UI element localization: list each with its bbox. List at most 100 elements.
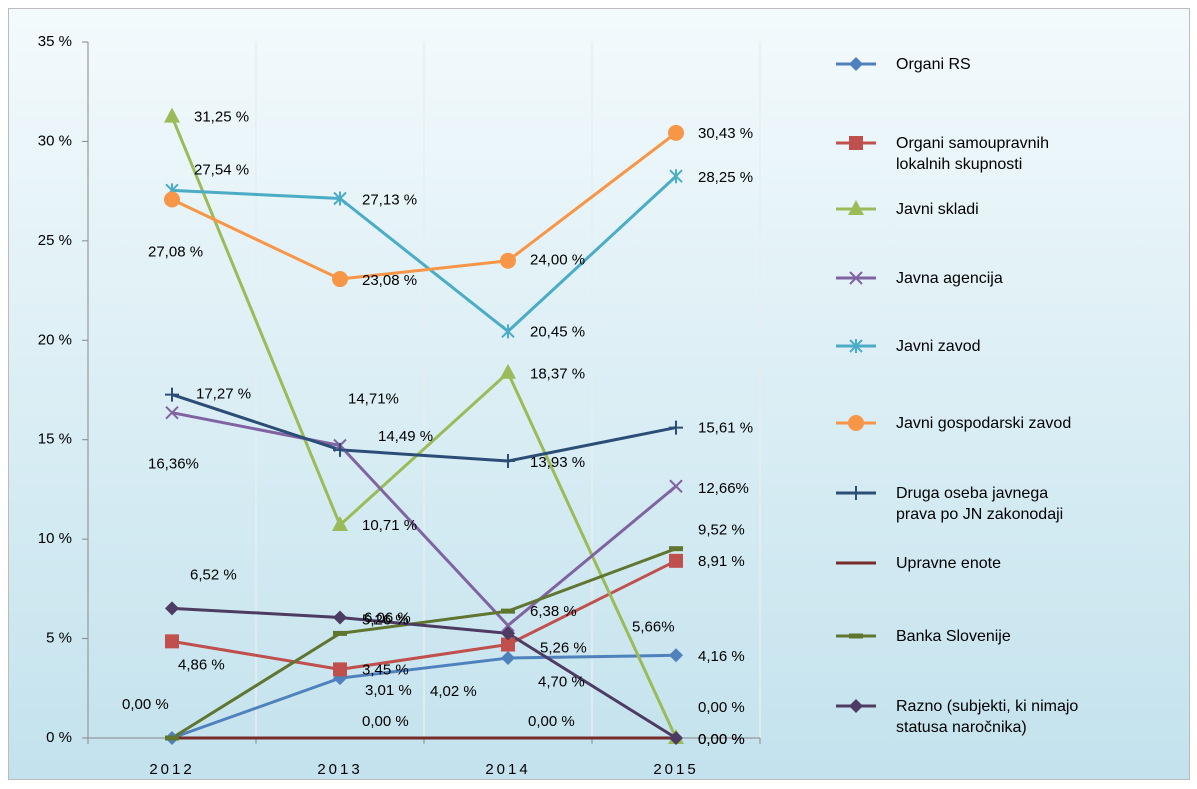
data-label: 5,66% — [632, 618, 675, 635]
legend-label: Druga oseba javnega prava po JN zakonoda… — [896, 485, 1064, 523]
data-label: 27,54 % — [194, 161, 249, 178]
legend-marker — [849, 136, 863, 150]
y-tick-label: 20 % — [38, 331, 72, 348]
data-point — [333, 662, 347, 677]
legend-label: Organi samoupravnih lokalnih skupnosti — [896, 135, 1049, 173]
data-label: 20,45 % — [530, 323, 585, 340]
data-point — [669, 420, 683, 435]
data-label: 0,00 % — [528, 713, 575, 730]
y-tick-label: 15 % — [38, 431, 72, 448]
data-point — [669, 731, 683, 745]
data-label: 17,27 % — [196, 386, 251, 403]
chart-background — [8, 8, 1190, 780]
data-point — [669, 553, 683, 568]
data-label: 4,86 % — [178, 656, 225, 673]
data-point — [501, 651, 515, 666]
data-point — [165, 405, 179, 420]
data-point — [669, 479, 683, 493]
legend-marker — [849, 486, 863, 500]
data-label: 28,25 % — [698, 169, 753, 186]
data-point — [501, 626, 515, 641]
x-tick-label: 2012 — [149, 761, 194, 778]
data-label: 5,26 % — [362, 611, 409, 628]
data-point — [333, 191, 347, 206]
data-label: 4,02 % — [430, 683, 477, 700]
series-line — [171, 606, 677, 740]
x-tick-label: 2013 — [317, 761, 362, 778]
data-label: 30,43 % — [698, 125, 753, 142]
legend-marker — [849, 339, 863, 353]
data-point — [500, 363, 516, 379]
data-label: 0,00 % — [362, 713, 409, 730]
data-label: 14,49 % — [378, 428, 433, 445]
legend-label: Organi RS — [896, 56, 971, 73]
data-label: 0,00 % — [698, 699, 745, 716]
data-label: 27,13 % — [362, 191, 417, 208]
data-point — [501, 453, 515, 468]
data-point — [669, 648, 683, 663]
data-label: 18,37 % — [530, 366, 585, 383]
data-label: 3,45 % — [362, 661, 409, 678]
data-point — [668, 124, 684, 141]
legend-marker — [848, 415, 864, 431]
legend-label: Upravne enote — [896, 555, 1001, 572]
data-point — [501, 637, 515, 652]
series-line — [171, 131, 677, 281]
data-point — [669, 169, 683, 184]
data-label: 4,16 % — [698, 648, 745, 665]
x-tick-label: 2014 — [485, 761, 530, 778]
data-point — [332, 271, 348, 288]
data-point — [165, 601, 179, 616]
y-tick-label: 35 % — [38, 33, 72, 50]
data-label: 6,38 % — [530, 603, 577, 620]
data-label: 0,00 % — [122, 696, 169, 713]
series-line — [171, 411, 677, 627]
data-label: 24,00 % — [530, 252, 585, 269]
data-label: 8,91 % — [698, 553, 745, 570]
x-tick-label: 2015 — [653, 761, 698, 778]
series-line — [171, 559, 677, 671]
data-point — [501, 618, 515, 633]
data-point — [501, 324, 515, 339]
data-label: 12,66% — [698, 480, 749, 497]
series-line — [171, 175, 678, 333]
data-point — [332, 516, 348, 532]
legend-label: Javna agencija — [896, 270, 1003, 287]
data-point — [164, 191, 180, 208]
data-label: 5,26 % — [540, 639, 587, 656]
legend-label: Javni zavod — [896, 338, 981, 355]
y-tick-label: 25 % — [38, 232, 72, 249]
data-label: 14,71% — [348, 390, 399, 407]
data-label: 27,08 % — [148, 243, 203, 260]
legend-marker — [849, 271, 863, 285]
data-point — [333, 610, 347, 625]
data-point — [500, 252, 516, 269]
data-label: 3,01 % — [365, 682, 412, 699]
series-line — [171, 547, 677, 740]
y-tick-label: 0 % — [46, 729, 72, 746]
y-tick-label: 30 % — [38, 132, 72, 149]
legend-label: Razno (subjekti, ki nimajo statusa naroč… — [896, 698, 1079, 736]
data-point — [164, 107, 180, 123]
legend-marker — [849, 699, 863, 713]
data-point — [333, 442, 347, 457]
series-line — [171, 393, 677, 463]
data-label: 31,25 % — [194, 109, 249, 126]
data-label: 0,00 % — [698, 731, 745, 748]
legend-label: Banka Slovenije — [896, 628, 1011, 645]
data-label: 16,36% — [148, 456, 199, 473]
data-label: 10,71 % — [362, 517, 417, 534]
data-label: 23,08 % — [362, 272, 417, 289]
y-tick-label: 10 % — [38, 530, 72, 547]
data-label: 15,61 % — [698, 420, 753, 437]
data-point — [165, 387, 179, 402]
y-tick-label: 5 % — [46, 630, 72, 647]
data-point — [165, 634, 179, 649]
data-label: 0,00 % — [698, 731, 745, 748]
legend-label: Javni skladi — [896, 201, 979, 218]
data-label: 9,52 % — [698, 522, 745, 539]
data-label: 6,52 % — [190, 566, 237, 583]
data-label: 6,06 % — [364, 609, 411, 626]
